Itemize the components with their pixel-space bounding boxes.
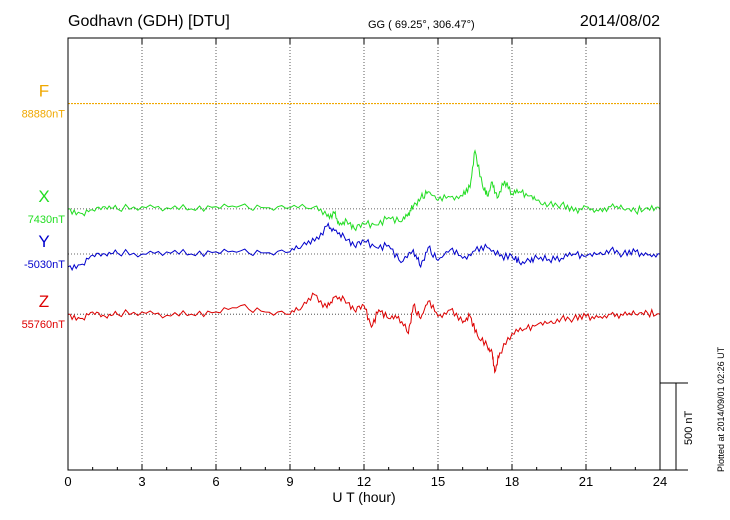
scale-bar: 500 nT [660,382,695,471]
x-tick-label-0: 0 [64,474,71,489]
scale-bar-label: 500 nT [683,410,695,445]
x-axis-ticks [67,38,661,470]
series-line-x [68,149,661,232]
x-axis-label: U T (hour) [332,489,395,505]
chart-title: Godhavn (GDH) [DTU] [68,13,230,30]
series-baseline-f: 88880nT [22,109,66,121]
series-baseline-x: 7430nT [28,214,66,226]
series-name-z: Z [39,292,49,311]
x-tick-label-3: 3 [138,474,145,489]
chart-date: 2014/08/02 [580,13,660,30]
x-tick-label-24: 24 [653,474,667,489]
series-name-y: Y [38,232,49,251]
x-tick-label-21: 21 [579,474,593,489]
x-tick-label-12: 12 [357,474,371,489]
x-tick-label-18: 18 [505,474,519,489]
series-line-z [68,292,661,374]
x-axis-tick-labels: 0 3 6 9 12 15 18 21 24 [64,474,667,489]
series-name-f: F [39,82,49,101]
x-tick-label-6: 6 [212,474,219,489]
series-line-y [67,222,661,272]
series-labels: F 88880nT X 7430nT Y -5030nT Z 55760nT [22,82,66,332]
series-lines [67,149,661,374]
plotted-timestamp: Plotted at 2014/09/01 02:26 UT [716,346,726,472]
station-coordinates: GG ( 69.25°, 306.47°) [368,19,475,31]
x-tick-label-9: 9 [286,474,293,489]
series-baseline-z: 55760nT [22,319,66,331]
x-tick-label-15: 15 [431,474,445,489]
series-name-x: X [38,187,49,206]
series-baseline-y: -5030nT [24,259,65,271]
grid [68,38,660,470]
